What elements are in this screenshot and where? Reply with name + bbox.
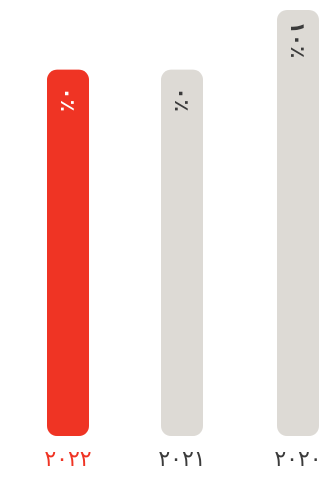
bar-value-label: ١٠٪	[286, 22, 310, 59]
bar-٢٠٢٠	[277, 10, 319, 436]
category-label: ٢٠٢١	[158, 447, 205, 472]
bar-٢٠٢٢	[47, 69, 89, 436]
bar-value-label: ٠٪	[56, 87, 80, 111]
category-label: ٢٠٢٢	[44, 447, 91, 472]
bar-٢٠٢١	[161, 69, 203, 436]
bar-value-label: ٠٪	[170, 87, 194, 111]
category-label: ٢٠٢٠	[274, 447, 321, 472]
